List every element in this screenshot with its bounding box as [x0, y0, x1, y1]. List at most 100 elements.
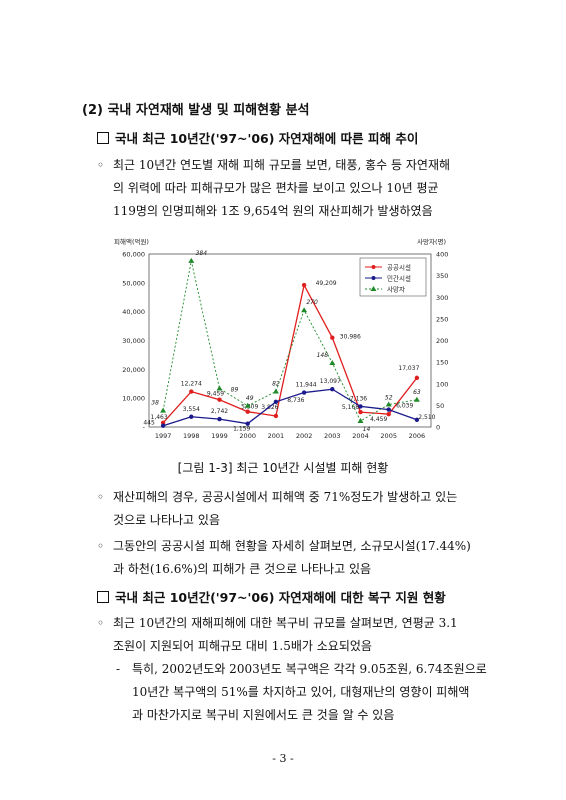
data-label: 30,986: [340, 334, 361, 341]
data-label: 63: [413, 389, 421, 396]
y-tick-right: 150: [436, 359, 448, 367]
data-point: [244, 402, 251, 408]
paragraph-2: ◦ 재산피해의 경우, 공공시설에서 피해액 중 71%정도가 발생하고 있는 …: [97, 486, 487, 532]
x-tick-label: 2004: [352, 432, 369, 440]
legend-box: [359, 257, 427, 297]
subsection-title-1: 국내 최근 10년간('97~'06) 자연재해에 따른 피해 추이: [115, 131, 419, 146]
data-point: [188, 257, 195, 263]
legend-label: 민간시설: [387, 274, 411, 283]
damage-chart: 피해액(억원) 사망자(명) 60,000 50,000 40,000 30,000 2…: [114, 237, 448, 440]
legend-label: 사망자: [387, 285, 405, 294]
circle-bullet-icon: ◦: [97, 539, 105, 553]
paragraph-1: ◦ 최근 10년간 연도별 재해 피해 규모를 보면, 태풍, 홍수 등 자연재…: [97, 154, 487, 223]
data-label: 384: [196, 250, 208, 257]
para4-line-1: 조원이 지원되어 피해규모 대비 1.5배가 소요되었음: [113, 639, 372, 653]
data-label: 1,159: [233, 426, 250, 433]
data-point: [217, 397, 222, 402]
data-label: 1,463: [151, 414, 168, 421]
data-point: [386, 407, 391, 412]
para1-line-1: 의 위력에 따라 피해규모가 많은 편차를 보이고 있으나 10년 평균: [113, 181, 439, 195]
data-point: [189, 414, 194, 419]
data-label: 13,097: [320, 378, 341, 385]
dash-paragraph: - 특히, 2002년도와 2003년도 복구액은 각각 9.05조원, 6.7…: [116, 658, 488, 727]
y-axis-label-right: 사망자(명): [417, 237, 446, 246]
para4-line-0: 최근 10년간의 재해피해에 대한 복구비 규모를 살펴보면, 연평균 3.1: [113, 616, 458, 630]
data-label: 52: [385, 395, 393, 402]
y-tick-right: 200: [436, 337, 448, 345]
subsection-title-2: 국내 최근 10년간('97~'06) 자연재해에 대한 복구 지원 현황: [115, 590, 446, 605]
legend-marker: [371, 276, 376, 280]
para1-line-2: 119명의 인명피해와 1조 9,654억 원의 재산피해가 발생하였음: [113, 204, 433, 218]
square-bullet-icon: [97, 131, 109, 144]
data-point: [216, 385, 223, 391]
series-line-1: [162, 388, 418, 427]
circle-bullet-icon: ◦: [97, 490, 105, 504]
dash-bullet: -: [116, 662, 121, 676]
data-label: 14: [363, 426, 371, 433]
data-label: 2,510: [418, 414, 435, 421]
data-label: 82: [272, 381, 280, 388]
data-point: [330, 387, 335, 392]
data-point: [385, 401, 392, 407]
para2-line-1: 것으로 나타나고 있음: [113, 513, 220, 527]
dash-line-2: 과 마찬가지로 복구비 지원에서도 큰 것을 알 수 있음: [132, 708, 395, 722]
data-label: 148: [317, 352, 329, 359]
series-line-0: [162, 283, 418, 424]
y-tick-right: 0: [436, 424, 440, 432]
data-label: 11,944: [296, 382, 317, 389]
para3-line-0: 그동안의 공공시설 피해 현황을 자세히 살펴보면, 소규모시설(17.44%): [113, 539, 471, 553]
data-point: [414, 417, 420, 422]
x-tick-label: 2006: [409, 432, 426, 440]
circle-bullet-icon: ◦: [97, 158, 105, 172]
data-label: 6,039: [396, 403, 413, 410]
x-tick-label: 2003: [324, 432, 341, 440]
data-label: 270: [306, 299, 318, 306]
data-point: [358, 404, 363, 409]
para3-line-1: 과 하천(16.6%)의 피해가 큰 것으로 나타나고 있음: [113, 562, 372, 576]
data-point: [301, 307, 308, 313]
data-point: [330, 335, 335, 340]
y-tick-right: 100: [436, 380, 448, 388]
legend-marker: [370, 286, 377, 291]
y-tick-left: -: [143, 424, 146, 432]
data-label: 445: [143, 420, 155, 427]
data-label: 4,459: [370, 416, 387, 423]
data-point: [160, 423, 166, 428]
data-label: 12,274: [181, 381, 202, 388]
paragraph-4: ◦ 최근 10년간의 재해피해에 대한 복구비 규모를 살펴보면, 연평균 3.…: [97, 612, 487, 658]
figure-caption: [그림 1-3] 최근 10년간 시설별 피해 현황: [177, 461, 389, 475]
data-point: [273, 399, 279, 405]
y-tick-right: 250: [436, 315, 448, 323]
data-label: 5,168: [342, 404, 359, 411]
data-point: [358, 409, 363, 415]
x-tick-label: 2002: [296, 432, 313, 440]
x-tick-label: 1999: [211, 432, 228, 440]
data-label: 3,554: [183, 406, 200, 413]
data-label: 3,826: [261, 404, 278, 411]
y-axis-label-left: 피해액(억원): [114, 237, 149, 246]
x-tick-label: 2001: [268, 432, 285, 440]
page-number: - 3 -: [272, 752, 294, 765]
data-point: [272, 388, 279, 394]
x-tick-label: 2000: [239, 432, 256, 440]
x-tick-label: 1997: [155, 432, 172, 440]
y-tick-left: 50,000: [122, 279, 145, 287]
section-title: (2) 국내 자연재해 발생 및 피해현황 분석: [82, 103, 310, 118]
circle-bullet-icon: ◦: [97, 616, 105, 630]
data-point: [217, 416, 222, 422]
data-point: [273, 413, 279, 419]
data-point: [189, 389, 194, 394]
data-point: [329, 359, 336, 365]
data-point: [245, 409, 250, 414]
subsection-heading-1: 국내 최근 10년간('97~'06) 자연재해에 따른 피해 추이: [97, 128, 418, 147]
y-tick-right: 400: [436, 251, 448, 259]
paragraph-3: ◦ 그동안의 공공시설 피해 현황을 자세히 살펴보면, 소규모시설(17.44…: [97, 535, 487, 581]
data-point: [414, 375, 420, 381]
data-label: 8,736: [287, 397, 304, 404]
data-label: 38: [151, 400, 159, 407]
data-label: 89: [231, 387, 239, 394]
y-tick-left: 10,000: [122, 395, 145, 403]
dash-line-1: 10년간 복구액의 51%를 차지하고 있어, 대형재난의 영향이 피해액: [132, 685, 470, 699]
data-label: 7,136: [350, 395, 367, 402]
data-point: [301, 282, 307, 288]
